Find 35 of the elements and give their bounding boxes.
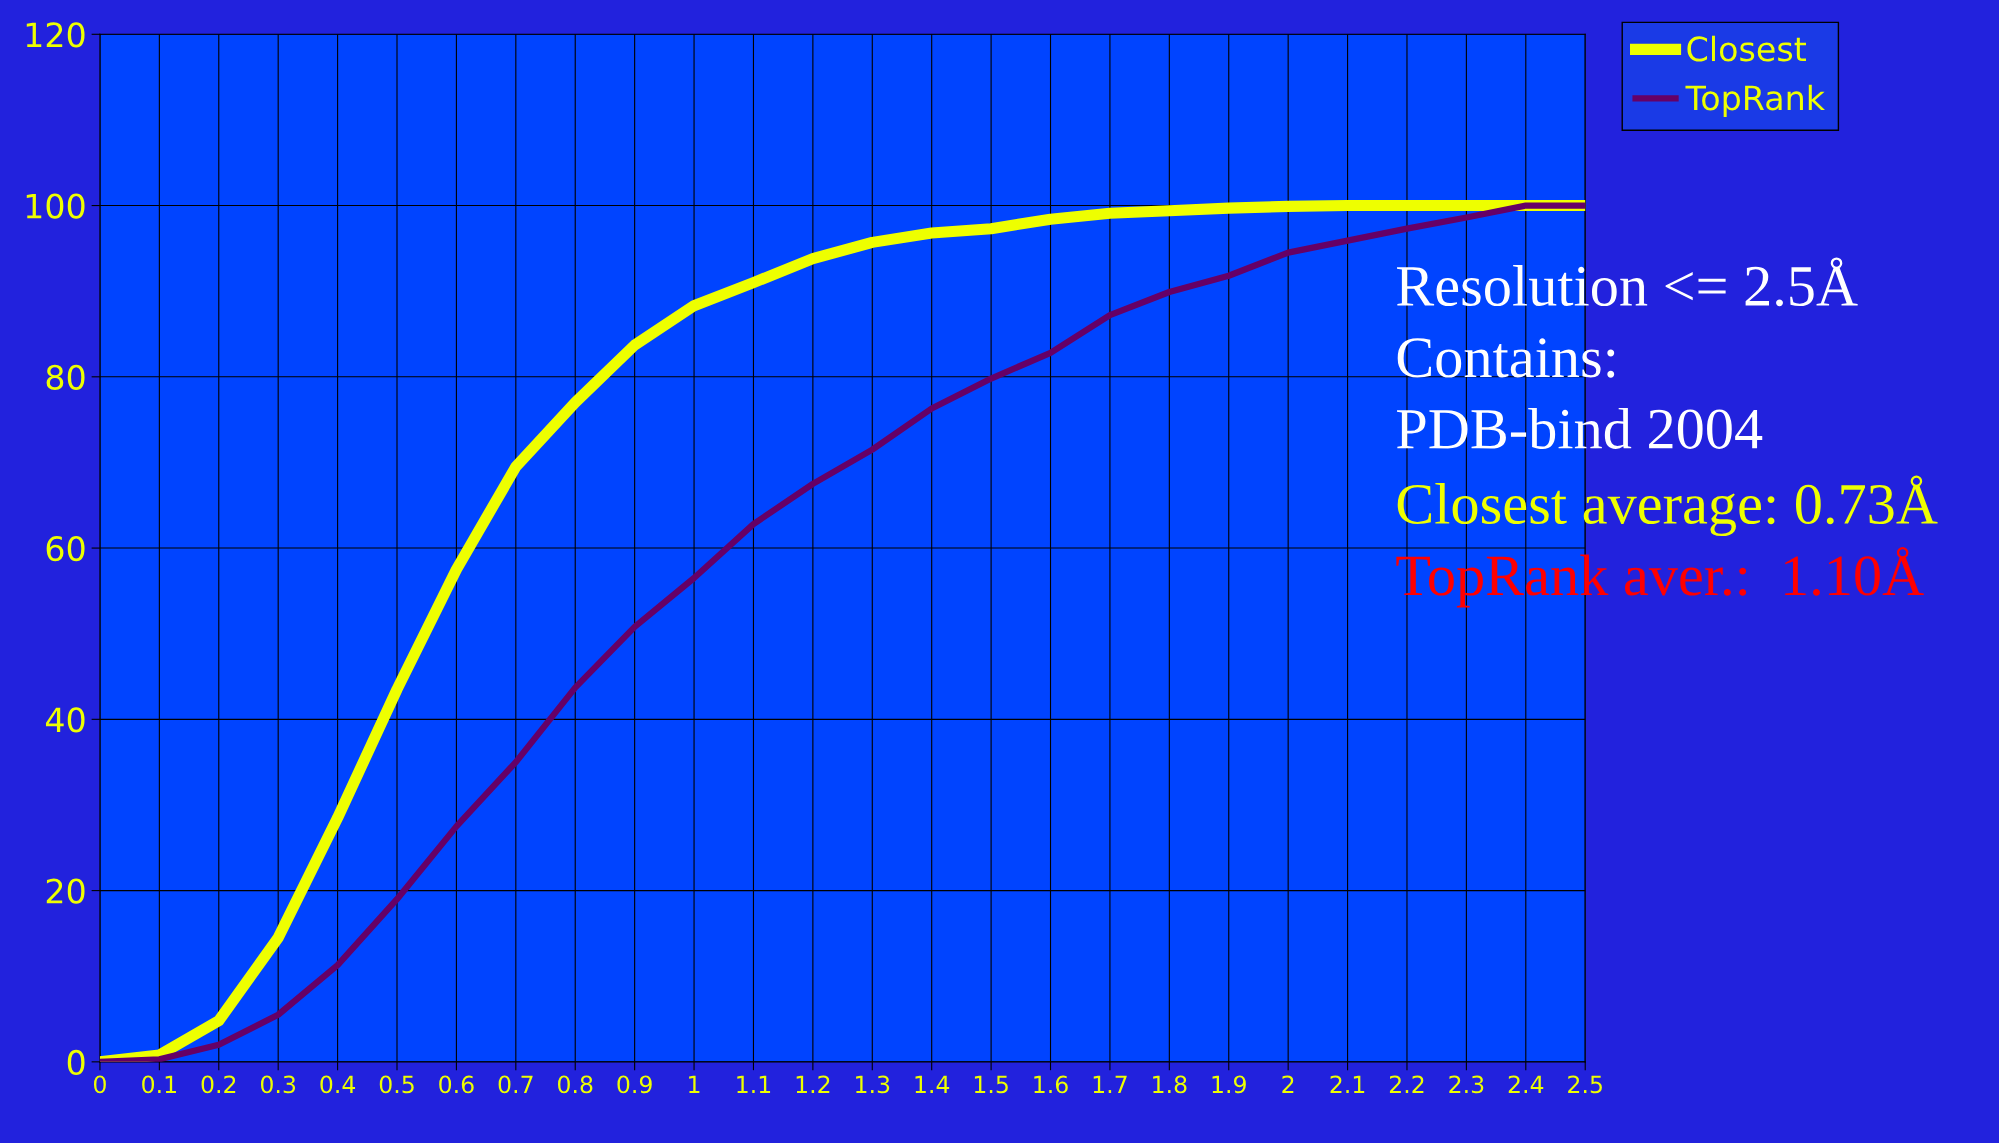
x-tick-label: 0.1 — [142, 1075, 176, 1094]
x-tick-label: 0.9 — [617, 1075, 652, 1094]
x-tick-label: 0.4 — [320, 1075, 356, 1094]
y-tick-label: 120 — [26, 22, 85, 48]
x-tick-label: 0.7 — [498, 1075, 533, 1094]
x-tick-label: 2.1 — [1330, 1075, 1365, 1093]
x-tick-label: 1.2 — [796, 1075, 830, 1093]
x-tick-label: 2 — [1282, 1075, 1294, 1093]
x-tick-label: 2.3 — [1449, 1075, 1484, 1094]
x-tick-label: 0.5 — [379, 1075, 414, 1094]
y-tick-label: 20 — [46, 878, 85, 904]
x-tick-label: 2.5 — [1568, 1075, 1602, 1094]
x-tick-label: 0.8 — [558, 1075, 593, 1094]
x-tick-label: 1.5 — [974, 1075, 1008, 1094]
y-tick-label: 40 — [45, 707, 85, 733]
y-tick-label: 0 — [67, 1049, 85, 1075]
y-tick-label: 80 — [46, 364, 85, 390]
x-tick-label: 1.7 — [1093, 1075, 1127, 1093]
x-tick-label: 0.3 — [260, 1075, 296, 1094]
x-tick-label: 0.6 — [439, 1075, 474, 1094]
x-tick-label: 2.2 — [1389, 1075, 1424, 1093]
legend-label: Closest — [1687, 35, 1806, 62]
x-tick-label: 2.4 — [1508, 1075, 1544, 1093]
x-tick-label: 1.6 — [1034, 1075, 1068, 1094]
x-tick-label: 0 — [94, 1075, 106, 1094]
x-tick-label: 0.2 — [201, 1075, 236, 1094]
y-tick-label: 60 — [46, 535, 85, 562]
x-tick-label: 1.3 — [856, 1075, 890, 1094]
x-tick-label: 1.1 — [737, 1075, 771, 1093]
y-tick-label: 100 — [26, 193, 85, 219]
x-tick-label: 1 — [689, 1075, 700, 1093]
x-tick-label: 1.4 — [915, 1075, 950, 1093]
x-tick-label: 1.9 — [1212, 1075, 1246, 1094]
legend-label: TopRank — [1685, 84, 1825, 117]
x-tick-label: 1.8 — [1153, 1075, 1187, 1094]
